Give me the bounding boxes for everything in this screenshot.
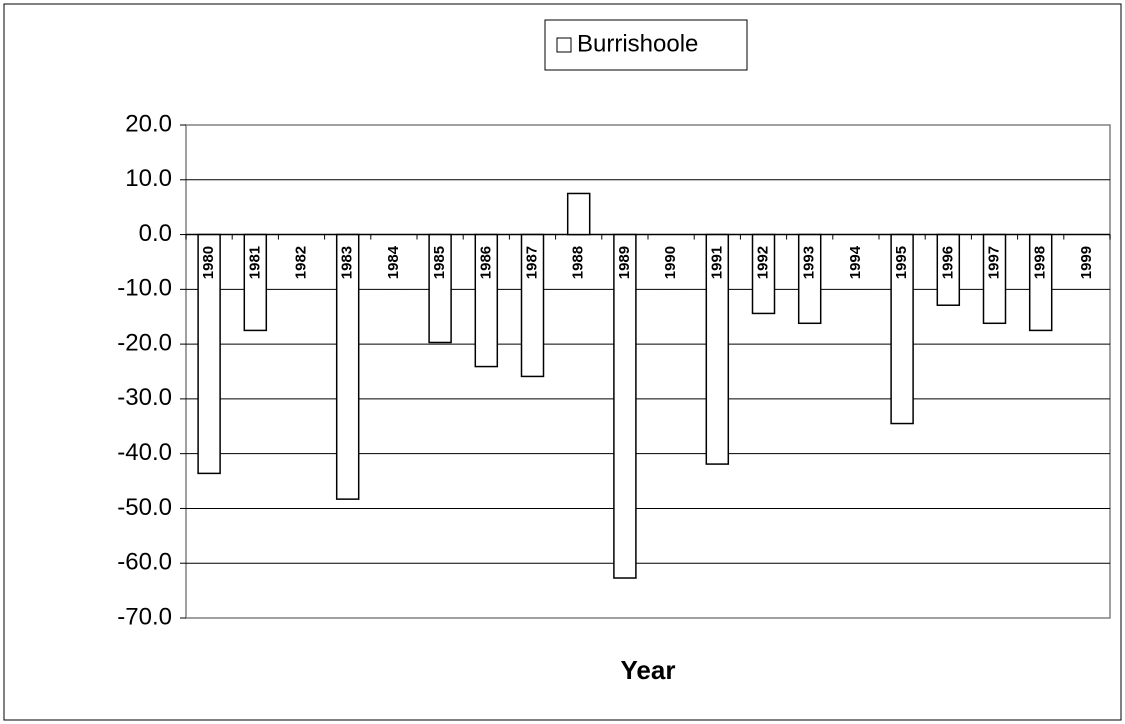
y-tick-label: -10.0	[117, 275, 172, 302]
x-tick-label: 1991	[708, 246, 725, 279]
x-label-box	[522, 236, 543, 289]
y-tick-label: -70.0	[117, 603, 172, 630]
x-tick-label: 1984	[385, 245, 402, 279]
x-label-box	[1076, 236, 1097, 289]
x-label-box	[845, 236, 866, 289]
x-label-box	[753, 236, 774, 289]
x-tick-label: 1994	[847, 245, 864, 279]
bar	[335, 233, 360, 500]
y-tick-label: -30.0	[117, 384, 172, 411]
x-label-box	[799, 236, 820, 289]
x-label-box	[337, 236, 358, 289]
x-tick-label: 1999	[1078, 246, 1095, 279]
x-label-box	[1030, 236, 1051, 289]
x-tick-label: 1981	[246, 246, 263, 279]
x-tick-label: 1983	[339, 246, 356, 279]
x-tick-label: 1985	[431, 246, 448, 279]
x-tick-label: 1987	[523, 246, 540, 279]
x-tick-label: 1998	[1032, 246, 1049, 279]
y-tick-label: 0.0	[139, 220, 172, 247]
y-tick-label: -50.0	[117, 494, 172, 521]
y-tick-label: -20.0	[117, 329, 172, 356]
x-label-box	[984, 236, 1005, 289]
x-label-box	[568, 236, 589, 289]
x-label-box	[291, 236, 312, 289]
x-tick-label: 1989	[616, 246, 633, 279]
legend-swatch	[556, 37, 572, 53]
bar	[613, 233, 637, 579]
x-tick-label: 1996	[939, 246, 956, 279]
x-label-box	[430, 236, 451, 289]
x-tick-label: 1995	[893, 246, 910, 279]
x-axis-title: Year	[621, 655, 676, 685]
x-tick-label: 1997	[985, 246, 1002, 279]
y-tick-label: 20.0	[125, 110, 172, 137]
x-label-box	[614, 236, 635, 289]
x-label-box	[199, 236, 220, 289]
bar	[566, 192, 591, 236]
x-tick-label: 1993	[801, 246, 818, 279]
x-tick-label: 1990	[662, 246, 679, 279]
legend-label: Burrishoole	[577, 30, 698, 57]
x-label-box	[892, 236, 913, 289]
x-label-box	[383, 236, 404, 289]
x-label-box	[707, 236, 728, 289]
x-tick-label: 1986	[477, 246, 494, 279]
x-label-box	[661, 236, 682, 289]
x-label-box	[245, 236, 266, 289]
x-tick-label: 1988	[570, 246, 587, 279]
bar	[197, 233, 221, 475]
plot-area	[185, 124, 1111, 619]
bar	[705, 233, 730, 465]
x-tick-label: 1982	[292, 246, 309, 279]
x-label-box	[938, 236, 959, 289]
y-tick-label: 10.0	[125, 165, 172, 192]
y-tick-label: -60.0	[117, 549, 172, 576]
x-tick-label: 1980	[200, 246, 217, 279]
legend	[544, 19, 748, 71]
x-tick-label: 1992	[754, 246, 771, 279]
y-tick-label: -40.0	[117, 439, 172, 466]
x-label-box	[476, 236, 497, 289]
